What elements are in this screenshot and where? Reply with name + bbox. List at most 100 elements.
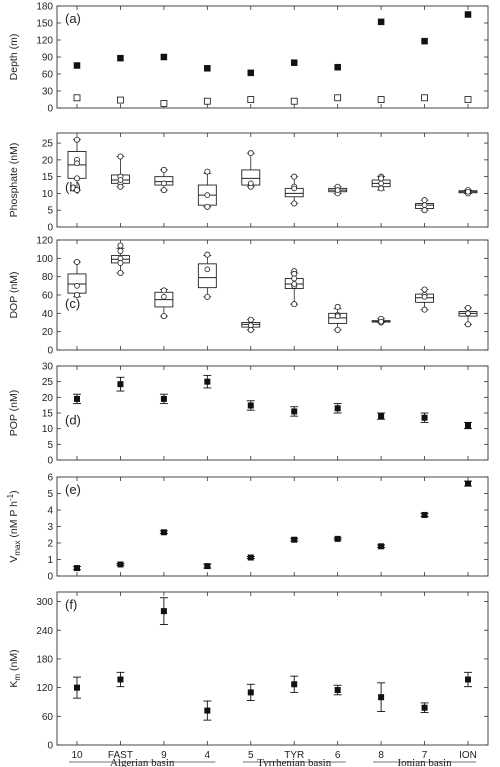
y-axis-label: Depth (m)	[8, 34, 20, 81]
y-axis-label-main: K	[8, 681, 20, 688]
y-tick-label: 10	[42, 189, 54, 200]
data-circle	[117, 269, 124, 276]
data-circle	[117, 247, 124, 254]
open-square-marker	[334, 94, 342, 102]
y-axis-label: DOP (nM)	[8, 271, 20, 318]
x-tick-label: FAST	[108, 750, 133, 761]
mean-circle	[334, 313, 341, 319]
box	[371, 315, 391, 326]
data-point	[290, 536, 299, 543]
data-point	[116, 671, 125, 688]
square-marker	[378, 543, 385, 550]
data-circle	[334, 303, 341, 310]
basin-labels: Algerian basin Tyrrhenian basin Ionian bas…	[69, 757, 476, 767]
box	[241, 150, 261, 190]
mean-circle	[161, 180, 167, 187]
data-point	[464, 671, 472, 688]
mean-circle	[117, 177, 124, 183]
data-circle	[247, 316, 254, 323]
data-circle	[378, 185, 385, 192]
data-circle	[117, 242, 124, 249]
mean-circle	[465, 188, 471, 195]
filled-square-marker	[377, 18, 385, 26]
square-marker	[291, 681, 298, 688]
basin-label: Tyrrhenian basin	[257, 757, 332, 767]
square-marker	[291, 408, 298, 415]
y-tick-label: 15	[42, 409, 54, 420]
y-tick-label: 0	[47, 223, 53, 234]
data-point	[333, 535, 342, 542]
square-marker	[421, 414, 428, 421]
y-tick-label: 180	[36, 2, 53, 13]
plot-frame	[56, 591, 489, 746]
data-circle	[421, 306, 428, 313]
box	[371, 173, 391, 192]
open-square-marker	[290, 97, 298, 105]
box	[154, 166, 174, 194]
y-tick-label: 40	[42, 309, 54, 320]
data-point	[246, 554, 255, 561]
data-circle	[291, 173, 298, 180]
box	[328, 303, 348, 333]
data-point	[246, 683, 255, 701]
y-tick-label: 30	[42, 362, 54, 373]
y-tick-label: 5	[47, 489, 53, 500]
data-point	[377, 682, 386, 712]
x-tick-label: 9	[161, 750, 167, 761]
data-point	[203, 563, 212, 570]
data-point	[73, 393, 81, 405]
mean-circle	[421, 294, 428, 300]
data-point	[159, 529, 168, 536]
filled-square-marker	[247, 69, 255, 77]
data-circle	[204, 293, 211, 300]
plot-frame	[56, 476, 489, 577]
box	[458, 304, 478, 328]
y-tick-label: 3	[47, 522, 53, 533]
data-point	[246, 400, 255, 411]
open-square-marker	[117, 96, 124, 104]
y-tick-label: 100	[36, 254, 53, 265]
mean-circle	[117, 255, 124, 262]
panel-label: (a)	[65, 11, 81, 26]
panel-5: 0 1 2 3 4 5 6 Vmax (nM P h-1) (e)	[6, 473, 489, 583]
data-circle	[464, 304, 471, 311]
x-tick-label: 7	[422, 750, 428, 761]
y-tick-label: 300	[36, 597, 53, 608]
square-marker	[378, 694, 385, 701]
box	[458, 187, 478, 197]
y-axis-label-sub: m	[13, 674, 22, 681]
data-circle	[160, 287, 167, 294]
square-marker	[160, 608, 167, 615]
open-square-marker	[73, 94, 81, 102]
y-axis-label: Vmax (nM P h-1)	[6, 490, 22, 562]
data-circle	[74, 175, 81, 182]
data-point	[116, 376, 125, 392]
panel-label: (c)	[65, 296, 80, 311]
box	[415, 197, 435, 214]
y-tick-label: 0	[47, 346, 53, 357]
y-tick-label: 150	[36, 19, 53, 30]
data-circle	[421, 286, 428, 293]
data-point	[73, 676, 81, 699]
box	[67, 136, 87, 194]
data-point	[377, 412, 386, 420]
box	[328, 183, 348, 197]
mean-circle	[465, 310, 471, 317]
data-circle	[378, 175, 385, 182]
data-point	[203, 374, 212, 389]
y-tick-label: 120	[36, 236, 53, 247]
data-circle	[204, 251, 211, 258]
data-circle	[464, 321, 471, 328]
y-tick-label: 0	[47, 741, 53, 752]
data-circle	[421, 207, 428, 214]
data-point	[420, 702, 429, 713]
mean-circle	[247, 180, 254, 187]
square-marker	[465, 480, 471, 487]
y-tick-label: 20	[42, 327, 54, 338]
data-point	[333, 403, 342, 414]
y-axis-label-unit: (nM P h	[8, 501, 20, 541]
square-marker	[334, 405, 341, 412]
open-square-marker	[203, 97, 211, 105]
square-marker	[334, 535, 341, 542]
